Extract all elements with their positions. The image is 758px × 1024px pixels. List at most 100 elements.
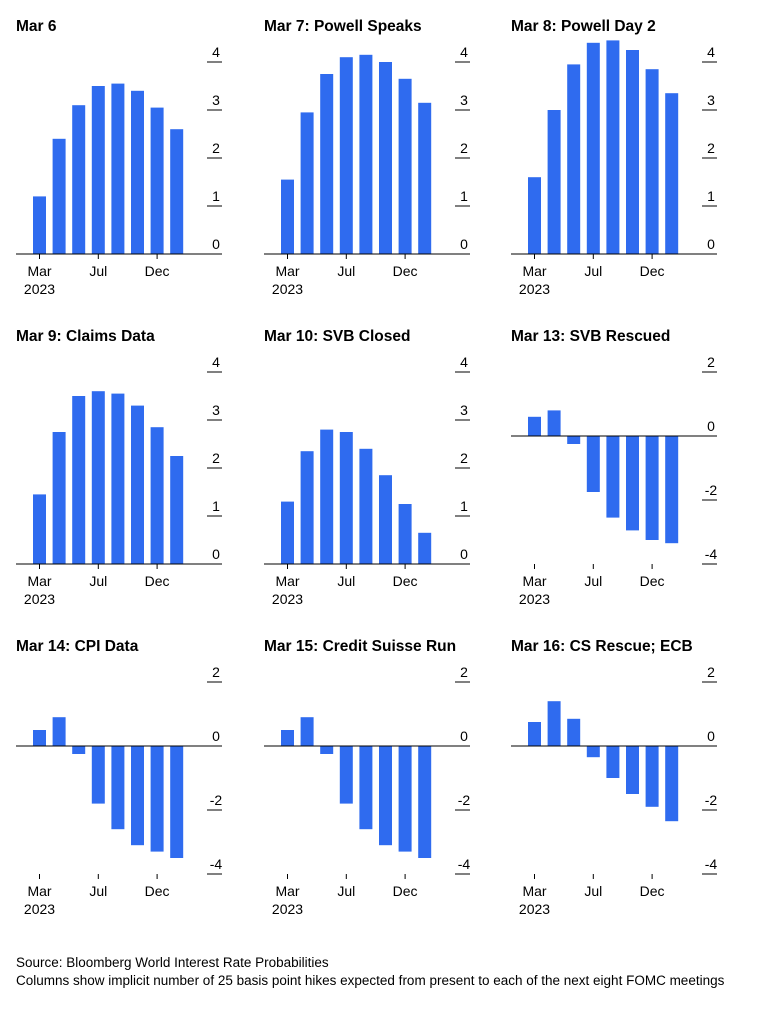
bar	[645, 69, 659, 254]
bar	[359, 746, 373, 830]
x-tick-label: Dec	[145, 573, 170, 589]
x-tick-label: Jul	[584, 573, 602, 589]
x-tick-label: Jul	[89, 263, 107, 279]
bar	[91, 86, 105, 254]
y-tick-label: 4	[212, 44, 220, 60]
y-tick-label: 4	[460, 354, 468, 370]
bar	[300, 112, 314, 255]
bar	[606, 40, 620, 255]
chart-panel: Mar 7: Powell Speaks 0 1 2 3 4 Mar Jul Dec 2023	[264, 18, 504, 318]
bar	[379, 746, 392, 846]
x-tick-label: Dec	[393, 573, 418, 589]
y-tick-label: 3	[707, 92, 715, 108]
x-tick-label: Jul	[89, 573, 107, 589]
y-tick-label: 1	[212, 188, 220, 204]
y-tick-label: 0	[460, 546, 468, 562]
bar	[586, 436, 600, 492]
y-tick-label: 4	[460, 44, 468, 60]
y-tick-label: 2	[460, 140, 468, 156]
bar-chart: 0 1 2 3 4 Mar Jul Dec 2023	[16, 354, 222, 607]
bar-chart: 0 1 2 3 4 Mar Jul Dec 2023	[511, 40, 717, 297]
bar-chart: 0 1 2 3 4 Mar Jul Dec 2023	[16, 44, 222, 297]
x-year-label: 2023	[24, 281, 55, 297]
y-tick-label: 2	[460, 664, 468, 680]
y-tick-label: -4	[458, 856, 471, 872]
y-tick-label: 3	[460, 92, 468, 108]
bar	[645, 746, 659, 807]
panel-title: Mar 8: Powell Day 2	[511, 18, 656, 35]
bar	[281, 501, 294, 564]
x-tick-label: Mar	[522, 883, 546, 899]
bar	[150, 746, 164, 852]
y-tick-label: -2	[458, 792, 471, 808]
bar	[320, 429, 334, 564]
x-year-label: 2023	[519, 281, 550, 297]
bar	[398, 78, 412, 254]
y-tick-label: 1	[460, 188, 468, 204]
bar	[398, 504, 412, 564]
x-tick-label: Dec	[640, 573, 665, 589]
bar	[91, 391, 105, 564]
y-tick-label: -2	[705, 792, 718, 808]
chart-panel: Mar 6 0 1 2 3 4 Mar Jul Dec 2023	[16, 18, 256, 318]
x-tick-label: Dec	[145, 883, 170, 899]
y-tick-label: 2	[212, 140, 220, 156]
bar	[626, 50, 639, 254]
y-tick-label: 2	[707, 664, 715, 680]
bar	[131, 746, 144, 846]
x-tick-label: Jul	[337, 573, 355, 589]
bar	[418, 746, 432, 858]
chart-panel: Mar 14: CPI Data -4 -2 0 2 Mar Jul Dec 2023	[16, 638, 256, 938]
panel-title: Mar 14: CPI Data	[16, 638, 139, 655]
x-tick-label: Jul	[337, 263, 355, 279]
y-tick-label: 3	[212, 402, 220, 418]
y-tick-label: 2	[460, 450, 468, 466]
bar	[131, 405, 144, 564]
bar	[528, 416, 541, 436]
bar-chart: -4 -2 0 2 Mar Jul Dec 2023	[511, 664, 718, 917]
bar	[300, 451, 314, 564]
y-tick-label: 1	[212, 498, 220, 514]
bar	[72, 396, 86, 564]
x-tick-label: Jul	[584, 883, 602, 899]
bar	[359, 54, 373, 254]
bar	[339, 57, 353, 255]
y-tick-label: 0	[212, 236, 220, 252]
bar	[281, 730, 294, 746]
y-tick-label: -2	[210, 792, 223, 808]
bar	[547, 701, 561, 746]
x-tick-label: Dec	[393, 883, 418, 899]
chart-footer: Source: Bloomberg World Interest Rate Pr…	[16, 954, 751, 989]
bar	[170, 746, 184, 858]
methodology-note: Columns show implicit number of 25 basis…	[16, 972, 725, 988]
bar	[645, 436, 659, 540]
x-tick-label: Dec	[145, 263, 170, 279]
bar	[567, 436, 581, 444]
bar	[567, 718, 581, 746]
bar	[398, 746, 412, 852]
bar	[626, 746, 639, 794]
y-tick-label: 3	[460, 402, 468, 418]
panel-title: Mar 9: Claims Data	[16, 328, 155, 345]
bar	[300, 717, 314, 746]
bar	[72, 746, 86, 754]
y-tick-label: -4	[705, 546, 718, 562]
x-tick-label: Mar	[522, 573, 546, 589]
y-tick-label: 0	[460, 236, 468, 252]
chart-panel: Mar 13: SVB Rescued -4 -2 0 2 Mar Jul Dec 2023	[511, 328, 751, 628]
chart-panel: Mar 15: Credit Suisse Run -4 -2 0 2 Mar Jul Dec…	[264, 638, 504, 938]
y-tick-label: 2	[212, 664, 220, 680]
y-tick-label: -4	[705, 856, 718, 872]
x-tick-label: Mar	[275, 883, 299, 899]
bar	[91, 746, 105, 804]
y-tick-label: 1	[460, 498, 468, 514]
chart-panel: Mar 16: CS Rescue; ECB -4 -2 0 2 Mar Jul Dec 202…	[511, 638, 751, 938]
y-tick-label: 0	[212, 728, 220, 744]
x-tick-label: Mar	[27, 263, 51, 279]
x-tick-label: Mar	[27, 883, 51, 899]
x-tick-label: Jul	[89, 883, 107, 899]
bar	[111, 746, 125, 830]
bar	[547, 410, 561, 436]
y-tick-label: 4	[707, 44, 715, 60]
x-tick-label: Mar	[275, 573, 299, 589]
